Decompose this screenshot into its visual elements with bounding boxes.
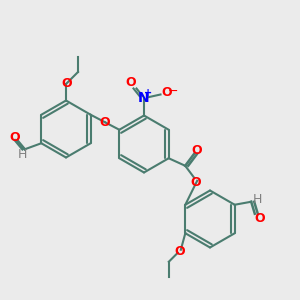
Text: O: O <box>190 176 201 189</box>
Text: O: O <box>10 131 20 144</box>
Text: −: − <box>167 85 178 98</box>
Text: O: O <box>100 116 110 129</box>
Text: +: + <box>144 88 153 98</box>
Text: O: O <box>161 86 172 100</box>
Text: O: O <box>125 76 136 89</box>
Text: N: N <box>138 91 150 104</box>
Text: O: O <box>174 245 184 258</box>
Text: O: O <box>61 77 72 90</box>
Text: O: O <box>254 212 265 225</box>
Text: H: H <box>18 148 27 161</box>
Text: H: H <box>253 193 262 206</box>
Text: O: O <box>192 144 202 157</box>
